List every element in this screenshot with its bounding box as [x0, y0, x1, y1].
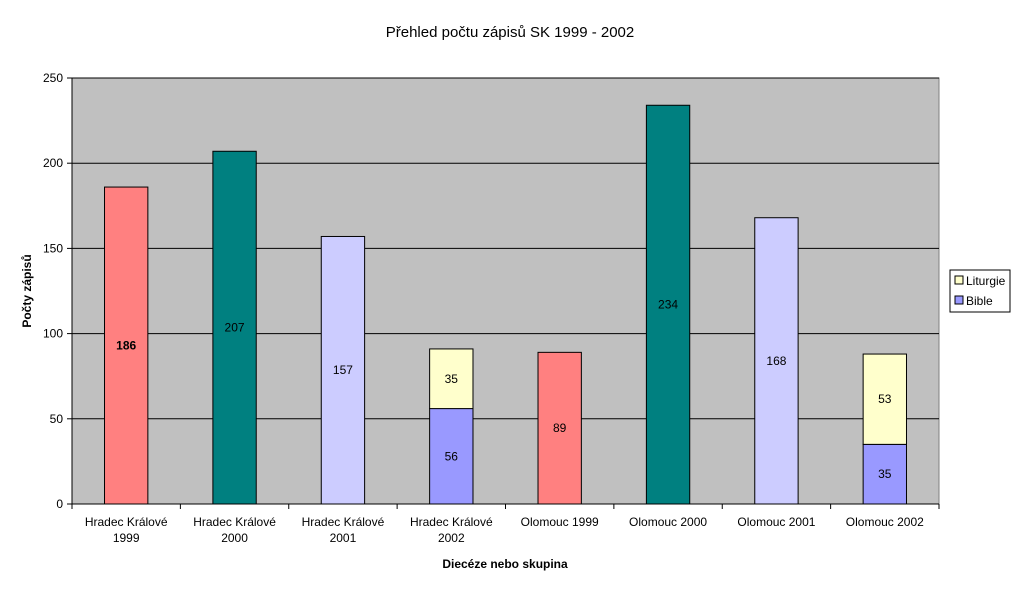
- bar-segment: [645, 104, 691, 505]
- bar-segment: [429, 408, 474, 505]
- plot-area: [71, 77, 940, 505]
- y-tick-label: 0: [56, 497, 63, 511]
- x-tick-label: Olomouc 2002: [846, 515, 924, 529]
- x-tick-label: Olomouc 1999: [521, 515, 599, 529]
- bar-segment: [862, 443, 907, 505]
- legend-label: Liturgie: [966, 274, 1006, 288]
- data-label: 53: [878, 392, 892, 406]
- x-tick-label: Hradec Králové: [85, 515, 168, 529]
- bar-segment: [537, 351, 582, 505]
- x-tick-label: Hradec Králové: [193, 515, 276, 529]
- legend: Liturgie Bible: [949, 269, 1011, 313]
- x-axis-title: Diecéze nebo skupina: [442, 557, 568, 571]
- bars: 186 207 157 56 35 89 234 168 35 53: [104, 104, 907, 505]
- data-label: 56: [445, 449, 459, 463]
- data-label: 168: [766, 354, 786, 368]
- legend-swatch: [954, 295, 964, 305]
- x-tick-label: 2001: [330, 531, 357, 545]
- bar-segment: [104, 186, 149, 505]
- data-label: 157: [333, 363, 353, 377]
- x-tick-label: Olomouc 2000: [629, 515, 707, 529]
- x-tick-label: Olomouc 2001: [737, 515, 815, 529]
- data-label: 207: [225, 321, 245, 335]
- chart-title: Přehled počtu zápisů SK 1999 - 2002: [386, 24, 635, 41]
- bar-segment: [429, 348, 474, 410]
- data-label: 35: [445, 372, 459, 386]
- y-axis-title: Počty zápisů: [20, 254, 34, 327]
- y-tick-label: 250: [43, 71, 63, 85]
- legend-label: Bible: [966, 294, 993, 308]
- data-label: 89: [553, 421, 567, 435]
- x-tick-label: 2000: [221, 531, 248, 545]
- y-tick-label: 200: [43, 156, 63, 170]
- y-tick-label: 150: [43, 241, 63, 255]
- bar-segment: [862, 353, 907, 445]
- x-tick-label: Hradec Králové: [410, 515, 493, 529]
- data-label: 186: [116, 339, 136, 353]
- data-label: 234: [658, 298, 678, 312]
- x-tick-label: Hradec Králové: [302, 515, 385, 529]
- y-tick-label: 50: [50, 412, 64, 426]
- bar-segment: [754, 217, 799, 505]
- bar-segment: [320, 235, 366, 505]
- x-tick-label: 2002: [438, 531, 465, 545]
- legend-swatch: [954, 275, 964, 285]
- x-tick-labels: Hradec Králové 1999 Hradec Králové 2000 Hrad…: [85, 515, 924, 545]
- data-label: 35: [878, 467, 892, 481]
- bar-segment: [212, 150, 257, 505]
- x-tick-label: 1999: [113, 531, 140, 545]
- y-tick-label: 100: [43, 327, 63, 341]
